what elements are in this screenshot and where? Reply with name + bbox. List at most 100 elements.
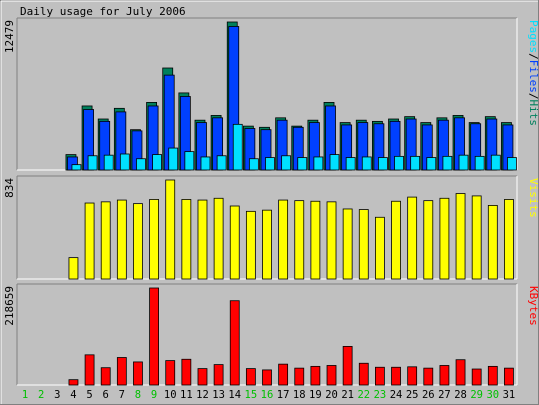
bar-pages-day-24 bbox=[394, 155, 404, 171]
bar-kbytes-day-13 bbox=[213, 364, 224, 386]
bar-pages-day-8 bbox=[136, 158, 146, 171]
bar-pages-day-30 bbox=[490, 154, 501, 171]
day-label-6: 6 bbox=[103, 389, 109, 401]
day-label-3: 3 bbox=[54, 389, 60, 401]
bar-pages-day-11 bbox=[184, 151, 195, 171]
bar-pages-day-20 bbox=[329, 154, 340, 171]
bar-pages-day-26 bbox=[426, 157, 437, 171]
bar-kbytes-day-19 bbox=[310, 365, 321, 386]
bar-pages-day-12 bbox=[200, 156, 211, 171]
legend-entry-0: Pages bbox=[527, 20, 539, 53]
bar-kbytes-day-6 bbox=[100, 367, 111, 386]
bar-pages-day-6 bbox=[103, 154, 114, 171]
day-label-26: 26 bbox=[422, 389, 435, 401]
bar-pages-day-19 bbox=[313, 156, 324, 171]
bar-visits-day-5 bbox=[84, 202, 95, 280]
bar-kbytes-day-24 bbox=[391, 366, 401, 386]
bar-kbytes-day-16 bbox=[262, 369, 272, 386]
bar-pages-day-21 bbox=[345, 157, 356, 171]
bar-visits-day-4 bbox=[68, 257, 79, 280]
panel-kbytes-legend: KBytes bbox=[527, 286, 539, 326]
bar-kbytes-day-5 bbox=[84, 354, 95, 386]
day-label-20: 20 bbox=[325, 389, 338, 401]
day-label-5: 5 bbox=[86, 389, 92, 401]
bar-pages-day-29 bbox=[474, 155, 485, 171]
bar-visits-day-9 bbox=[149, 199, 159, 280]
bar-visits-day-23 bbox=[375, 216, 385, 280]
panel-kbytes-y-max-label: 218659 bbox=[3, 286, 16, 326]
bar-visits-day-18 bbox=[294, 200, 305, 280]
legend-entry-3: / bbox=[527, 93, 539, 100]
bar-visits-day-8 bbox=[133, 203, 143, 280]
bar-pages-day-23 bbox=[378, 157, 388, 171]
panel-traffic-y-max-label: 12479 bbox=[3, 20, 16, 53]
bar-kbytes-day-15 bbox=[245, 368, 256, 386]
day-label-22: 22 bbox=[357, 389, 370, 401]
bar-kbytes-day-7 bbox=[116, 357, 127, 386]
legend-entry-0: Visits bbox=[527, 178, 539, 218]
bar-kbytes-day-8 bbox=[133, 361, 143, 386]
bar-pages-day-15 bbox=[248, 158, 259, 171]
chart-title: Daily usage for July 2006 bbox=[20, 5, 186, 18]
bar-visits-day-22 bbox=[358, 209, 369, 280]
day-label-9: 9 bbox=[151, 389, 157, 401]
day-label-10: 10 bbox=[164, 389, 177, 401]
day-label-2: 2 bbox=[38, 389, 44, 401]
day-label-19: 19 bbox=[309, 389, 322, 401]
bar-pages-day-28 bbox=[458, 154, 469, 171]
bar-pages-day-5 bbox=[87, 155, 98, 171]
day-label-25: 25 bbox=[406, 389, 419, 401]
bar-kbytes-day-27 bbox=[439, 365, 450, 386]
bar-kbytes-day-30 bbox=[487, 365, 498, 386]
bar-pages-day-25 bbox=[410, 155, 421, 171]
bar-visits-day-16 bbox=[262, 209, 272, 280]
bar-visits-day-14 bbox=[229, 205, 240, 280]
panel-visits-y-max-label: 834 bbox=[3, 178, 16, 198]
day-label-24: 24 bbox=[390, 389, 403, 401]
bar-kbytes-day-21 bbox=[342, 346, 353, 386]
bars-layer bbox=[65, 21, 517, 386]
legend-entry-2: Files bbox=[527, 60, 539, 93]
day-label-14: 14 bbox=[228, 389, 241, 401]
day-label-7: 7 bbox=[119, 389, 125, 401]
bar-pages-day-16 bbox=[265, 157, 275, 171]
panel-visits-legend: Visits bbox=[527, 178, 539, 218]
day-labels: 1 2 3 4 5 6 7 8 9 10 11 12 13 14 15 16 17 18 19 20 21 22 23 24 2… bbox=[22, 389, 515, 401]
bar-visits-day-21 bbox=[342, 208, 353, 280]
legend-entry-1: / bbox=[527, 53, 539, 60]
bar-visits-day-10 bbox=[165, 179, 176, 280]
bar-pages-day-27 bbox=[442, 155, 453, 171]
bar-pages-day-13 bbox=[216, 155, 227, 171]
day-label-28: 28 bbox=[454, 389, 467, 401]
bar-kbytes-day-17 bbox=[278, 363, 289, 386]
day-label-12: 12 bbox=[196, 389, 209, 401]
day-label-23: 23 bbox=[374, 389, 387, 401]
bar-visits-day-24 bbox=[391, 200, 401, 280]
bar-pages-day-14 bbox=[232, 123, 243, 171]
day-label-13: 13 bbox=[212, 389, 225, 401]
bar-pages-day-10 bbox=[168, 147, 179, 171]
day-label-17: 17 bbox=[277, 389, 290, 401]
bar-pages-day-18 bbox=[297, 157, 308, 171]
bar-kbytes-day-26 bbox=[423, 367, 434, 386]
bar-visits-day-13 bbox=[213, 197, 224, 280]
bar-kbytes-day-31 bbox=[504, 367, 514, 386]
bar-pages-day-22 bbox=[361, 156, 372, 171]
day-label-30: 30 bbox=[486, 389, 499, 401]
legend-entry-4: Hits bbox=[527, 100, 539, 127]
bar-pages-day-7 bbox=[119, 153, 130, 171]
bar-kbytes-day-12 bbox=[197, 368, 208, 386]
bar-pages-day-4 bbox=[71, 164, 82, 171]
bar-visits-day-25 bbox=[407, 196, 418, 280]
bar-kbytes-day-20 bbox=[326, 365, 337, 386]
day-label-29: 29 bbox=[470, 389, 483, 401]
bar-kbytes-day-4 bbox=[68, 379, 79, 386]
day-label-11: 11 bbox=[180, 389, 193, 401]
bar-visits-day-19 bbox=[310, 200, 321, 280]
bar-kbytes-day-23 bbox=[375, 366, 385, 386]
day-label-8: 8 bbox=[135, 389, 141, 401]
legend-entry-0: KBytes bbox=[527, 286, 539, 326]
day-label-15: 15 bbox=[245, 389, 258, 401]
